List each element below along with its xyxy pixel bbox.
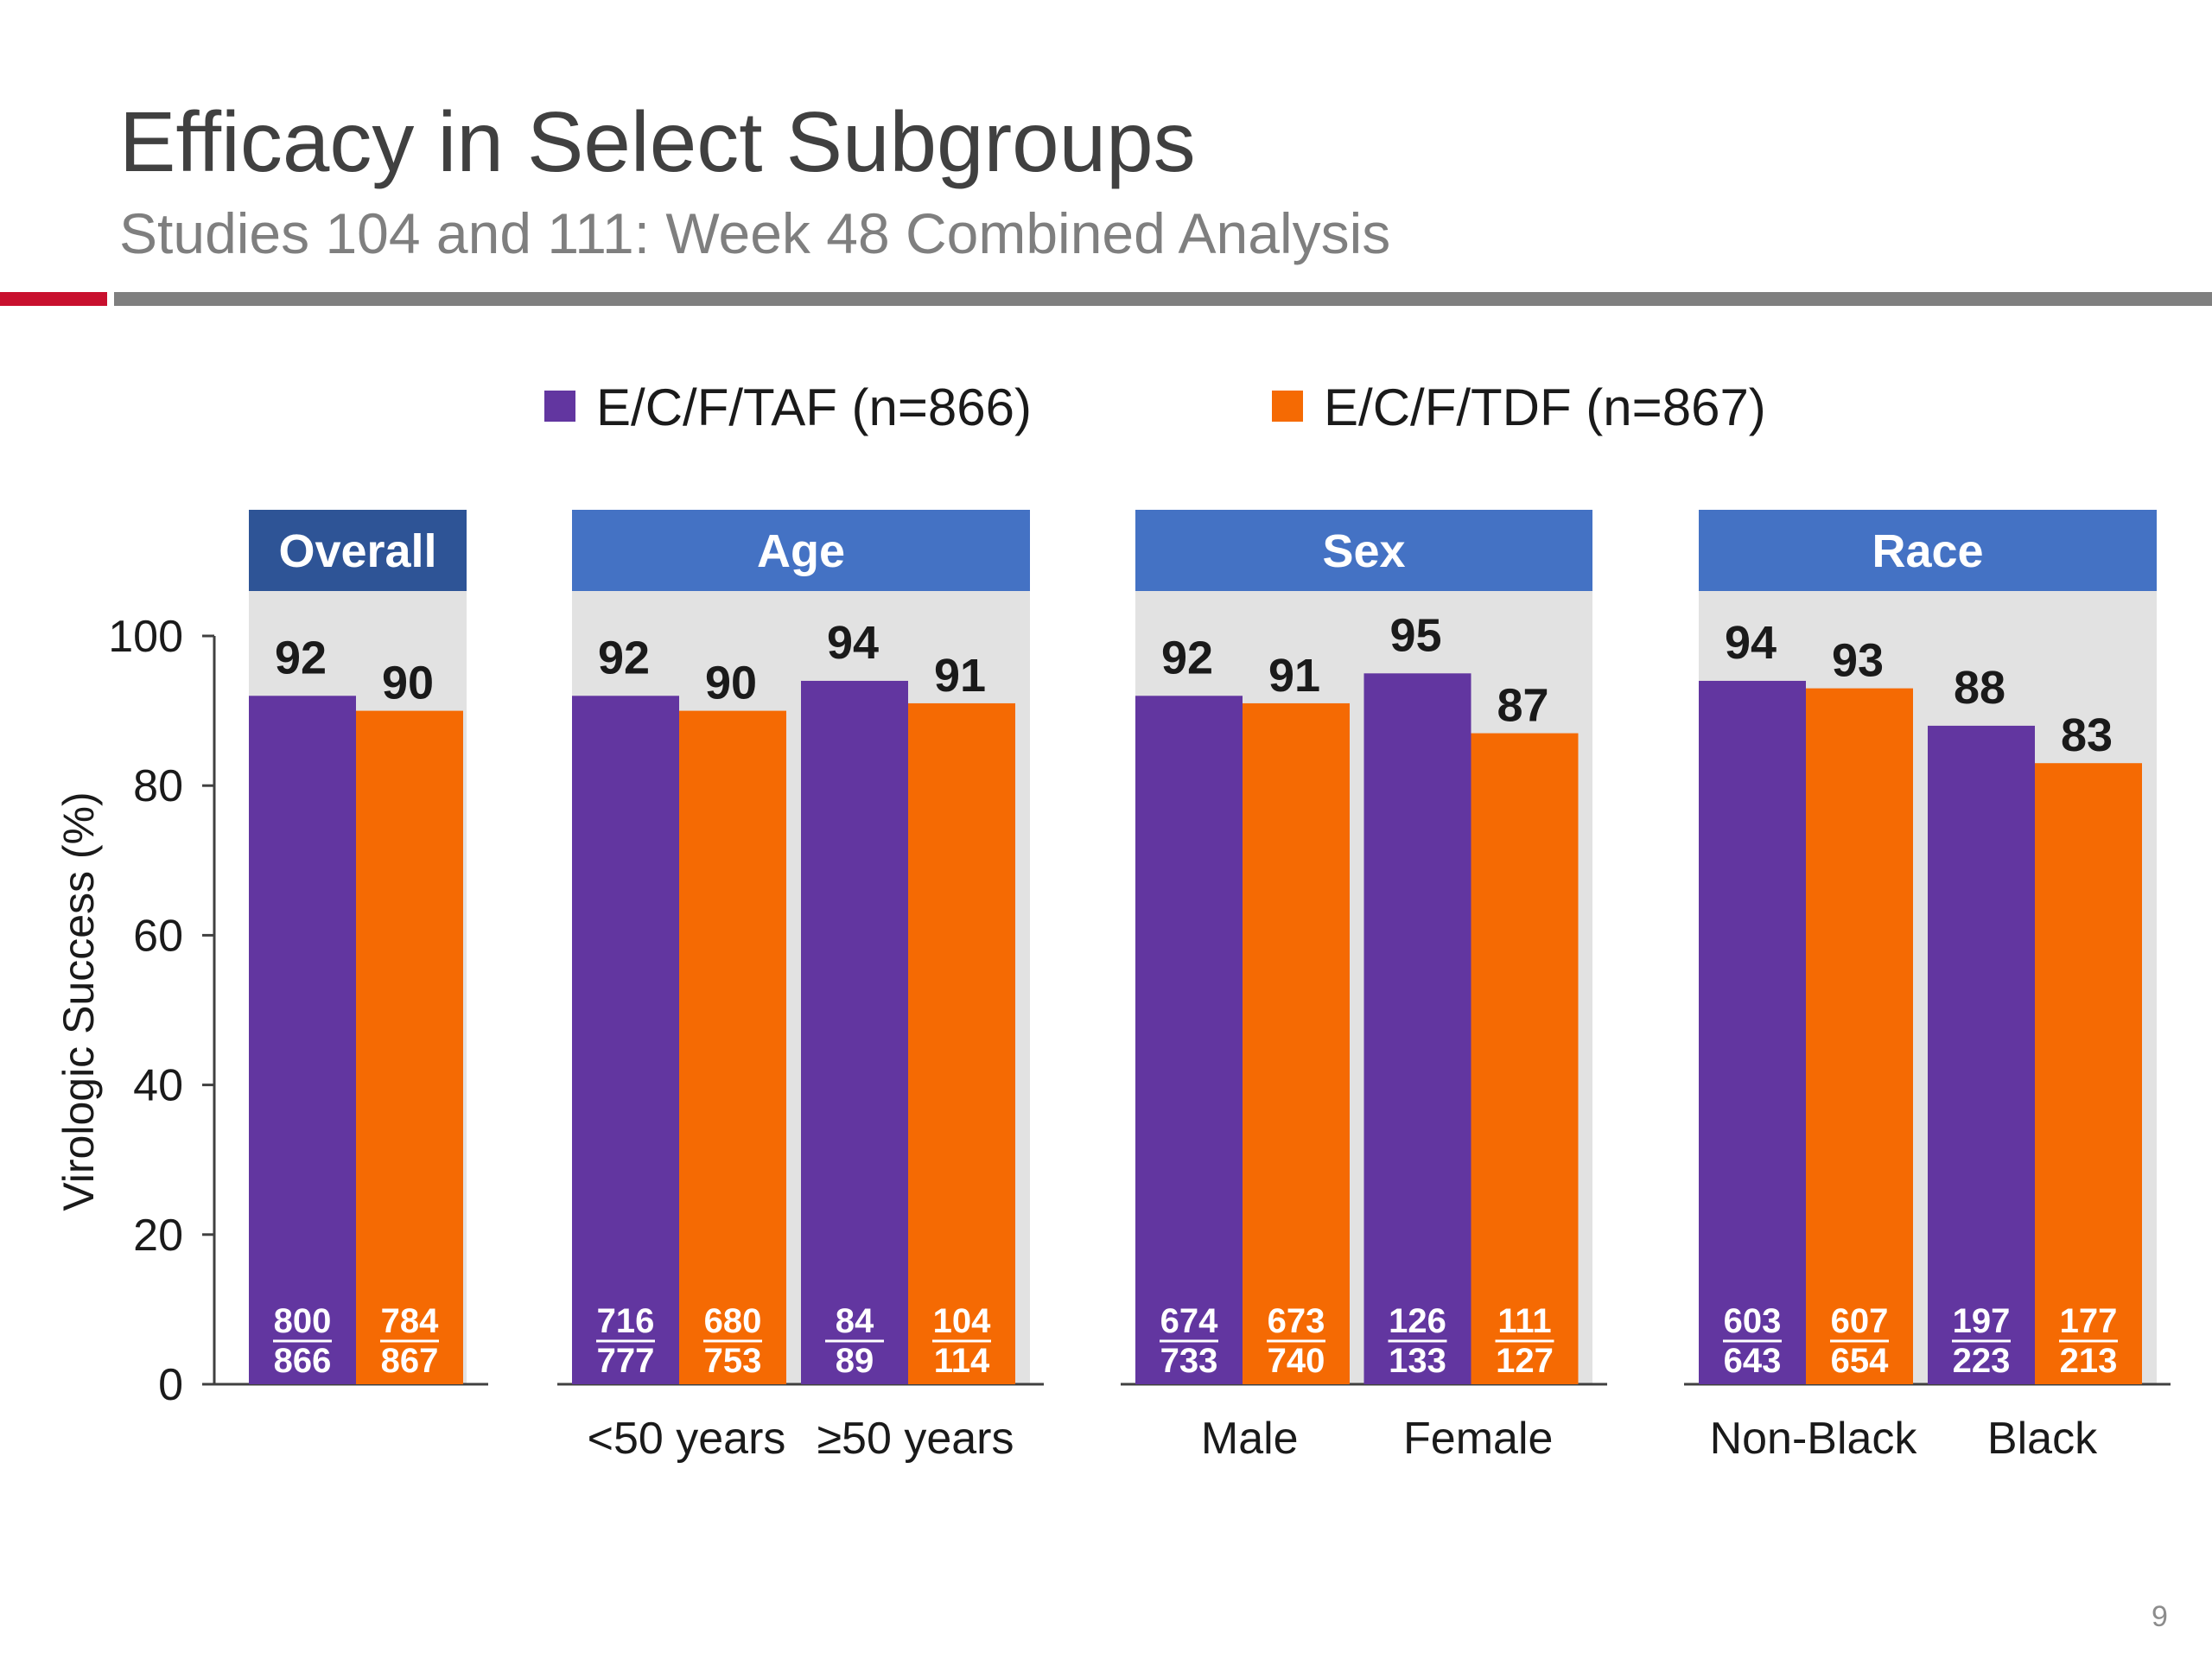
fraction-denominator-race-1-taf: 223 [1953, 1342, 2011, 1380]
bar-age-1-taf [801, 680, 908, 1384]
data-label-age-1-tdf: 91 [934, 650, 986, 702]
fraction-denominator-race-1-tdf: 213 [2060, 1342, 2118, 1380]
data-label-sex-0-tdf: 91 [1268, 650, 1320, 702]
y-tick-label-40: 40 [133, 1061, 183, 1111]
fraction-denominator-age-1-taf: 89 [836, 1342, 874, 1380]
x-category-label-race-0: Non-Black [1710, 1414, 1918, 1464]
data-label-overall-0-tdf: 90 [382, 658, 434, 709]
fraction-denominator-age-0-taf: 777 [597, 1342, 655, 1380]
panel-header-overall [249, 510, 467, 591]
fraction-denominator-age-1-tdf: 114 [934, 1342, 990, 1380]
fraction-numerator-sex-0-taf: 674 [1160, 1302, 1218, 1340]
panel-header-label-age: Age [757, 525, 845, 577]
bar-race-1-taf [1928, 725, 2035, 1384]
bar-overall-0-tdf [356, 710, 463, 1384]
fraction-denominator-sex-0-taf: 733 [1160, 1342, 1218, 1380]
y-axis-label: Virologic Success (%) [54, 791, 103, 1211]
slide-title: Efficacy in Select Subgroups [119, 94, 1196, 189]
fraction-numerator-sex-0-tdf: 673 [1268, 1302, 1325, 1340]
legend-label-taf: E/C/F/TAF (n=866) [596, 378, 1032, 436]
data-label-race-1-tdf: 83 [2061, 709, 2113, 761]
fraction-numerator-age-0-taf: 716 [597, 1302, 655, 1340]
fraction-numerator-sex-1-taf: 126 [1389, 1302, 1446, 1340]
bar-age-1-tdf [908, 702, 1015, 1384]
fraction-numerator-overall-0-tdf: 784 [381, 1302, 439, 1340]
data-label-sex-0-taf: 92 [1161, 632, 1213, 683]
y-tick-label-100: 100 [108, 612, 183, 662]
bar-race-0-taf [1699, 680, 1806, 1384]
data-label-sex-1-taf: 95 [1389, 609, 1441, 661]
bar-age-0-taf [572, 696, 679, 1384]
bar-age-0-tdf [679, 710, 786, 1384]
x-category-label-sex-1: Female [1403, 1414, 1553, 1464]
panel-header-label-race: Race [1872, 525, 1983, 577]
bar-sex-0-taf [1135, 696, 1243, 1384]
y-tick-label-0: 0 [158, 1360, 183, 1410]
page-number: 9 [2152, 1600, 2168, 1633]
fraction-numerator-race-1-taf: 197 [1953, 1302, 2011, 1340]
bar-sex-0-tdf [1243, 702, 1350, 1384]
fraction-denominator-sex-1-taf: 133 [1389, 1342, 1446, 1380]
data-label-age-1-taf: 94 [827, 617, 879, 669]
legend-swatch-tdf [1272, 391, 1303, 422]
panel-header-label-overall: Overall [278, 525, 436, 577]
fraction-numerator-race-0-taf: 603 [1724, 1302, 1782, 1340]
panel-header-age [572, 510, 1030, 591]
x-category-label-age-0: <50 years [588, 1414, 786, 1464]
accent-rule-gray [114, 292, 2212, 306]
x-category-label-sex-0: Male [1201, 1414, 1299, 1464]
data-label-age-0-taf: 92 [598, 632, 650, 683]
data-label-race-1-taf: 88 [1954, 662, 2005, 714]
fraction-denominator-race-0-taf: 643 [1724, 1342, 1782, 1380]
fraction-denominator-race-0-tdf: 654 [1831, 1342, 1889, 1380]
accent-rule-red [0, 292, 107, 306]
data-label-overall-0-taf: 92 [275, 632, 327, 683]
panel-header-sex [1135, 510, 1592, 591]
bar-race-1-tdf [2035, 763, 2142, 1384]
data-label-sex-1-tdf: 87 [1497, 680, 1548, 732]
slide-subtitle: Studies 104 and 111: Week 48 Combined An… [119, 201, 1391, 265]
fraction-denominator-age-0-tdf: 753 [704, 1342, 762, 1380]
fraction-numerator-overall-0-taf: 800 [274, 1302, 332, 1340]
fraction-denominator-sex-1-tdf: 127 [1496, 1342, 1554, 1380]
data-label-age-0-tdf: 90 [705, 658, 757, 709]
x-category-label-age-1: ≥50 years [817, 1414, 1014, 1464]
legend-label-tdf: E/C/F/TDF (n=867) [1324, 378, 1766, 436]
fraction-numerator-race-1-tdf: 177 [2060, 1302, 2118, 1340]
data-label-race-0-taf: 94 [1725, 617, 1777, 669]
bar-overall-0-taf [249, 696, 356, 1384]
y-tick-label-60: 60 [133, 911, 183, 961]
x-category-label-race-1: Black [1987, 1414, 2098, 1464]
y-tick-label-80: 80 [133, 761, 183, 811]
bar-sex-1-tdf [1471, 733, 1579, 1384]
fraction-numerator-race-0-tdf: 607 [1831, 1302, 1889, 1340]
bar-sex-1-taf [1363, 673, 1471, 1384]
y-tick-label-20: 20 [133, 1211, 183, 1261]
panel-header-race [1699, 510, 2157, 591]
panel-header-label-sex: Sex [1322, 525, 1405, 577]
fraction-denominator-sex-0-tdf: 740 [1268, 1342, 1325, 1380]
fraction-numerator-sex-1-tdf: 111 [1497, 1302, 1551, 1340]
data-label-race-0-tdf: 93 [1832, 635, 1884, 687]
fraction-denominator-overall-0-taf: 866 [274, 1342, 332, 1380]
fraction-denominator-overall-0-tdf: 867 [381, 1342, 439, 1380]
bar-race-0-tdf [1806, 688, 1913, 1384]
fraction-numerator-age-1-taf: 84 [836, 1302, 874, 1340]
fraction-numerator-age-1-tdf: 104 [933, 1302, 991, 1340]
fraction-numerator-age-0-tdf: 680 [704, 1302, 762, 1340]
legend-swatch-taf [544, 391, 575, 422]
